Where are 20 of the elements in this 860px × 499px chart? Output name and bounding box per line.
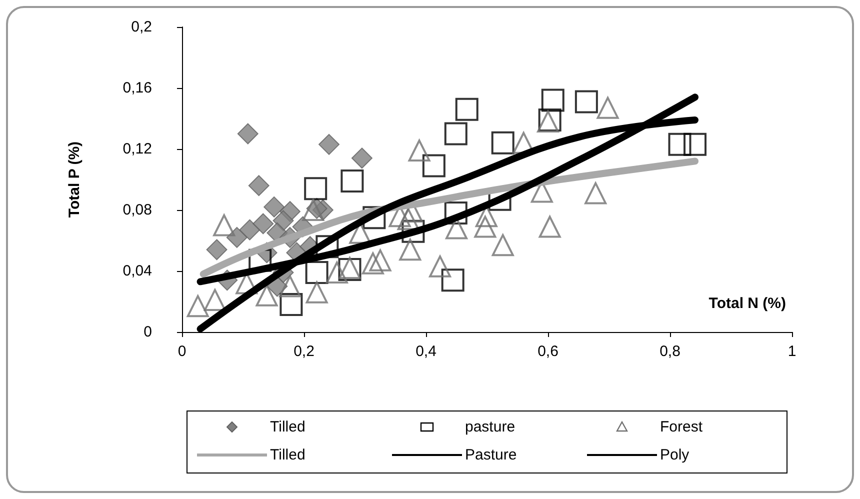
x-tick-label: 0,2	[294, 343, 314, 360]
y-tick-label: 0,08	[122, 202, 152, 218]
legend-label: Tilled	[270, 418, 306, 436]
y-axis-title: Total P (%)	[66, 141, 83, 218]
x-axis-title: Total N (%)	[708, 295, 786, 312]
legend-label: Forest	[660, 418, 704, 436]
y-tick-label: 0,2	[131, 18, 152, 36]
x-tick-label: 1	[788, 343, 796, 360]
legend-label: Poly	[660, 446, 690, 464]
x-tick-label: 0,8	[660, 343, 680, 360]
x-tick-label: 0,6	[538, 343, 558, 360]
x-tick-label: 0,4	[416, 343, 436, 360]
legend-label: pasture	[465, 418, 516, 436]
x-tick-label: 0	[178, 343, 186, 360]
legend-label: Pasture	[465, 446, 517, 464]
y-tick-label: 0,16	[122, 80, 152, 96]
legend-label: Tilled	[270, 446, 306, 464]
y-tick-label: 0,12	[122, 140, 152, 158]
y-tick-label: 0	[144, 324, 152, 340]
y-tick-label: 0,04	[122, 262, 152, 280]
